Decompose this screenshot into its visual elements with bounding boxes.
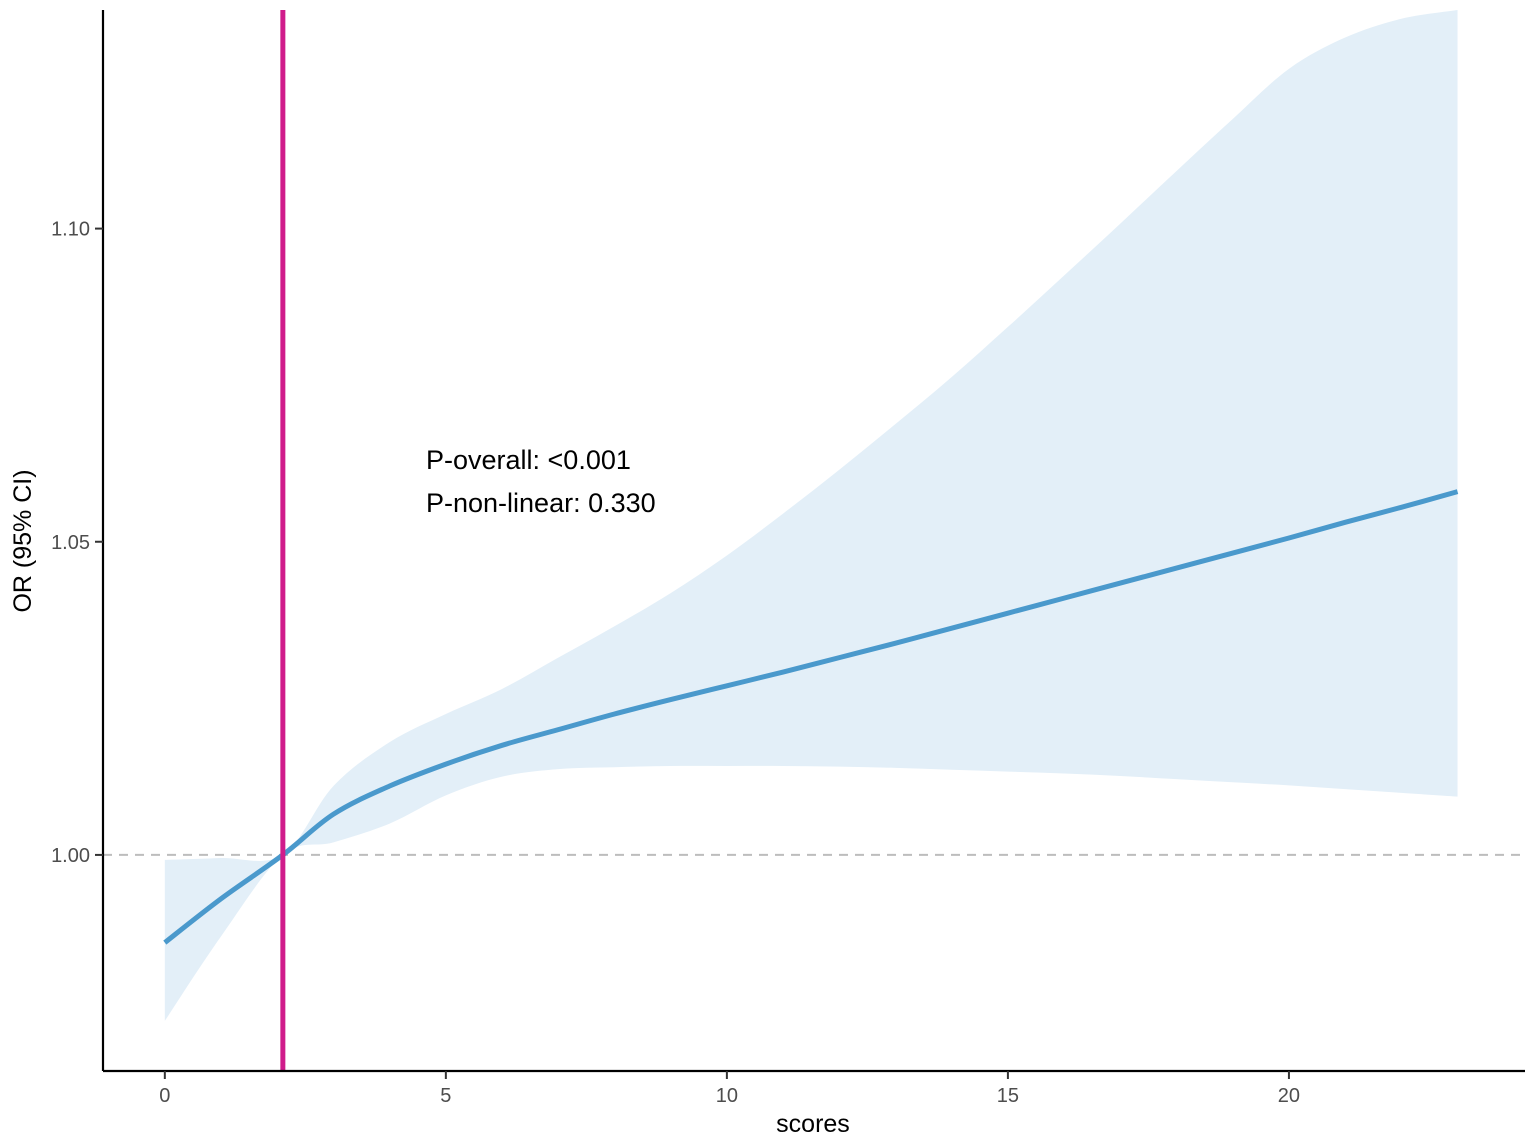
x-tick-label: 10 (716, 1085, 738, 1107)
confidence-band (164, 10, 1458, 1021)
tick-layer: 0 5 10 15 20 1.00 1.05 1.10 (51, 219, 1300, 1107)
x-tick-label: 15 (997, 1085, 1019, 1107)
y-tick-label: 1.05 (51, 532, 90, 554)
x-tick-label: 5 (440, 1085, 451, 1107)
p-overall-annotation: P-overall: <0.001 (426, 445, 631, 475)
or-curve (163, 489, 1459, 945)
y-axis-title: OR (95% CI) (9, 469, 37, 612)
y-tick-label: 1.00 (51, 845, 90, 867)
curve-layer (163, 489, 1459, 945)
x-tick-label: 20 (1278, 1085, 1300, 1107)
x-tick-label: 0 (159, 1085, 170, 1107)
confidence-band-layer (164, 10, 1458, 1021)
y-tick-label: 1.10 (51, 219, 90, 241)
p-non-linear-annotation: P-non-linear: 0.330 (426, 488, 656, 518)
x-axis-title: scores (776, 1110, 850, 1138)
text-layer: scores OR (95% CI) P-overall: <0.001 P-n… (9, 445, 850, 1138)
